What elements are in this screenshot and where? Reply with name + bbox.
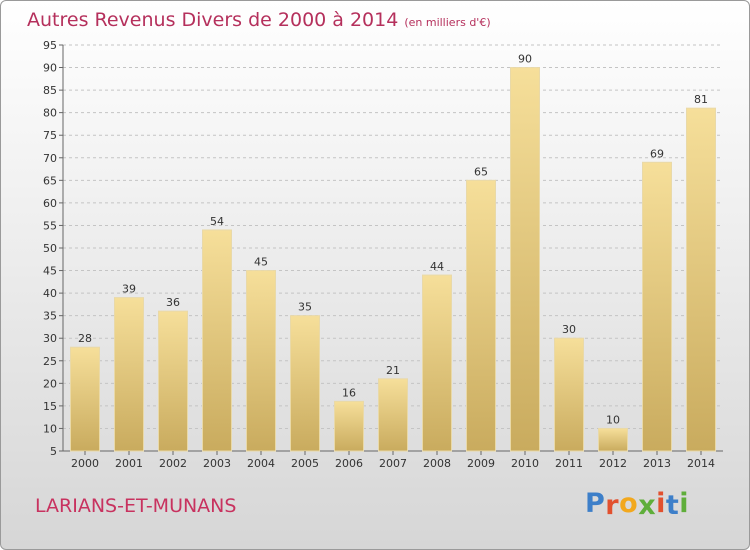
logo-letter: r xyxy=(605,490,620,521)
bar-2007 xyxy=(378,378,408,452)
x-tick-label-2001: 2001 xyxy=(115,457,143,470)
data-label-2000: 28 xyxy=(78,332,92,345)
data-label-2004: 45 xyxy=(254,256,268,269)
logo-letter: i xyxy=(656,488,666,519)
bar-2005 xyxy=(290,315,320,452)
logo-letter: P xyxy=(585,488,606,519)
y-tick-label: 95 xyxy=(43,39,57,52)
data-label-2005: 35 xyxy=(298,301,312,314)
x-tick-label-2014: 2014 xyxy=(687,457,715,470)
x-tick-label-2007: 2007 xyxy=(379,457,407,470)
bar-2009 xyxy=(466,179,496,452)
commune-name: LARIANS-ET-MUNANS xyxy=(35,495,237,517)
x-tick-label-2003: 2003 xyxy=(203,457,231,470)
y-tick-label: 85 xyxy=(43,84,57,97)
bar-2006 xyxy=(334,400,364,452)
bar-2008 xyxy=(422,274,452,452)
bar-2013 xyxy=(642,161,672,452)
y-tick-label: 5 xyxy=(50,445,57,458)
chart-title-unit: (en milliers d'€) xyxy=(404,16,491,29)
proxiti-logo[interactable]: Proxiti xyxy=(585,488,690,521)
x-tick-label-2006: 2006 xyxy=(335,457,363,470)
data-label-2013: 69 xyxy=(650,147,664,160)
data-label-2012: 10 xyxy=(606,413,620,426)
y-tick-label: 10 xyxy=(43,422,57,435)
y-tick-label: 50 xyxy=(43,242,57,255)
chart-title: Autres Revenus Divers de 2000 à 2014 (en … xyxy=(27,9,491,31)
logo-letter: i xyxy=(679,488,690,519)
logo-letter: t xyxy=(665,490,680,521)
data-label-2003: 54 xyxy=(210,215,224,228)
bar-2011 xyxy=(554,337,584,452)
logo-letter: x xyxy=(638,490,657,521)
data-label-2011: 30 xyxy=(562,323,576,336)
x-tick-label-2013: 2013 xyxy=(643,457,671,470)
bar-2001 xyxy=(114,297,144,452)
x-tick-label-2012: 2012 xyxy=(599,457,627,470)
y-tick-label: 60 xyxy=(43,197,57,210)
bar-2012 xyxy=(598,427,628,452)
data-label-2002: 36 xyxy=(166,296,180,309)
x-tick-label-2005: 2005 xyxy=(291,457,319,470)
chart-title-text: Autres Revenus Divers de 2000 à 2014 xyxy=(27,9,399,31)
x-tick-label-2004: 2004 xyxy=(247,457,275,470)
data-label-2006: 16 xyxy=(342,386,356,399)
x-tick-label-2008: 2008 xyxy=(423,457,451,470)
data-label-2007: 21 xyxy=(386,364,400,377)
x-tick-label-2009: 2009 xyxy=(467,457,495,470)
bar-2003 xyxy=(202,229,232,452)
y-tick-label: 20 xyxy=(43,377,57,390)
y-tick-label: 65 xyxy=(43,174,57,187)
x-tick-label-2011: 2011 xyxy=(555,457,583,470)
y-tick-label: 15 xyxy=(43,400,57,413)
data-label-2014: 81 xyxy=(694,93,708,106)
data-label-2010: 90 xyxy=(518,53,532,66)
y-tick-label: 30 xyxy=(43,332,57,345)
y-tick-label: 35 xyxy=(43,310,57,323)
bar-2010 xyxy=(510,67,540,452)
y-tick-label: 45 xyxy=(43,265,57,278)
x-tick-label-2010: 2010 xyxy=(511,457,539,470)
y-tick-label: 55 xyxy=(43,219,57,232)
bar-2014 xyxy=(686,107,716,452)
logo-letter: o xyxy=(619,488,639,519)
y-tick-label: 80 xyxy=(43,107,57,120)
data-label-2001: 39 xyxy=(122,283,136,296)
bar-2002 xyxy=(158,310,188,452)
bar-2004 xyxy=(246,270,276,452)
y-tick-label: 90 xyxy=(43,62,57,75)
data-label-2009: 65 xyxy=(474,165,488,178)
bar-2000 xyxy=(70,346,100,452)
y-tick-label: 40 xyxy=(43,287,57,300)
x-tick-label-2000: 2000 xyxy=(71,457,99,470)
data-label-2008: 44 xyxy=(430,260,444,273)
y-tick-label: 25 xyxy=(43,355,57,368)
x-tick-label-2002: 2002 xyxy=(159,457,187,470)
y-tick-label: 70 xyxy=(43,152,57,165)
y-tick-label: 75 xyxy=(43,129,57,142)
